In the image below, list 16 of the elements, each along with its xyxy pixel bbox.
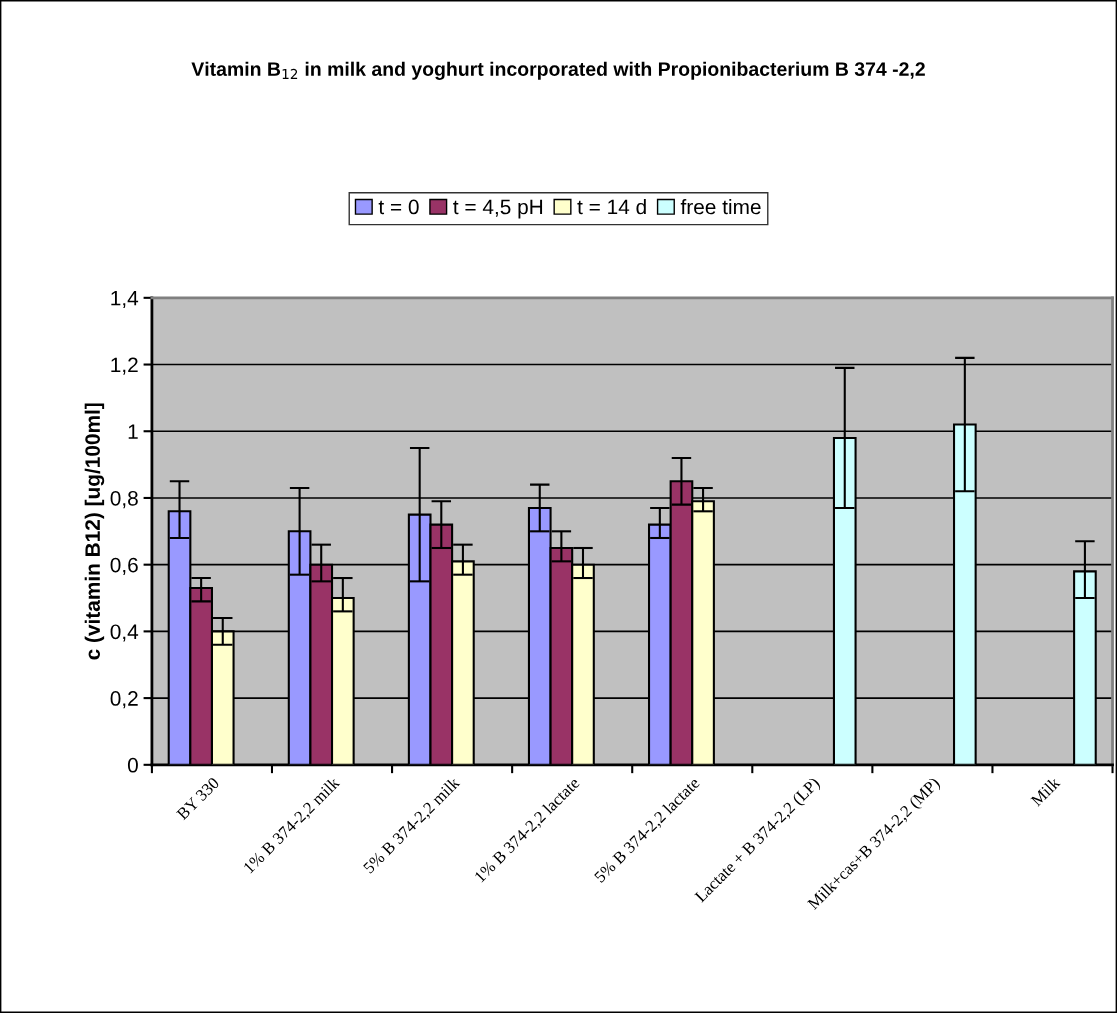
y-tick-label: 0,6 xyxy=(110,557,138,575)
y-axis-title: c (vitamin B12) [ug/100ml] xyxy=(84,403,105,660)
y-tick-label: 0 xyxy=(127,757,138,773)
y-tick-label: 0,4 xyxy=(110,624,139,642)
legend-label: t = 0 xyxy=(378,199,419,215)
y-tick-label: 1,2 xyxy=(111,357,138,375)
chart-title: Vitamin B$_{12}$ in milk and yoghurt incorporated with Propionibacterium B 374 -2,2 xyxy=(191,61,925,80)
y-tick-label: 0,8 xyxy=(110,490,138,509)
legend-label: free time xyxy=(680,199,761,215)
y-tick-label: 1 xyxy=(128,424,138,439)
x-tick-label: Milk xyxy=(1029,775,1061,807)
y-tick-label: 0,2 xyxy=(110,691,138,709)
legend-label: t = 4,5 pH xyxy=(453,199,543,219)
legend-label: t = 14 d xyxy=(577,199,646,215)
x-tick-label: BY 330 xyxy=(176,776,220,821)
y-tick-label: 1,4 xyxy=(111,291,139,309)
